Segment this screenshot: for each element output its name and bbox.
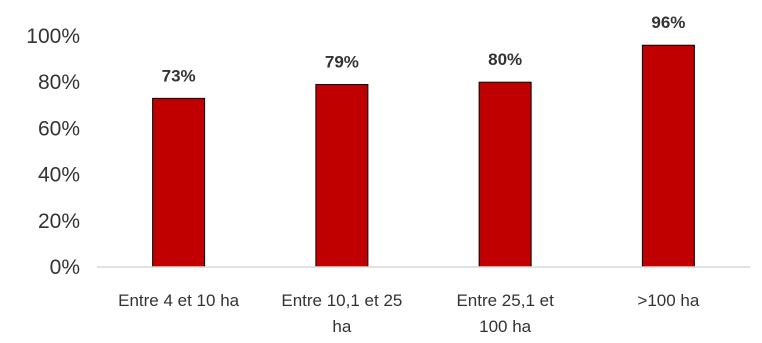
y-tick-label: 100% <box>26 25 80 48</box>
y-tick-label: 0% <box>50 256 80 279</box>
y-axis-tick-labels: 0% 20% 40% 60% 80% 100% <box>26 25 80 279</box>
data-label: 79% <box>325 53 359 72</box>
bar <box>478 81 532 268</box>
bar-series <box>152 44 695 268</box>
data-label: 80% <box>488 50 522 69</box>
y-tick-label: 20% <box>38 210 80 233</box>
y-tick-label: 40% <box>38 164 80 187</box>
data-label: 73% <box>162 66 196 85</box>
x-tick-label: ha <box>332 317 351 336</box>
x-tick-label: Entre 4 et 10 ha <box>118 291 240 310</box>
x-tick-label: >100 ha <box>637 291 699 310</box>
data-label: 96% <box>651 13 685 32</box>
x-tick-label: 100 ha <box>479 317 532 336</box>
bar <box>152 97 206 268</box>
x-tick-label: Entre 25,1 et <box>456 291 554 310</box>
data-labels: 73% 79% 80% 96% <box>162 13 686 85</box>
bar <box>315 84 369 268</box>
bar <box>641 44 695 268</box>
x-axis-tick-labels: Entre 4 et 10 ha Entre 10,1 et 25 ha Entre … <box>118 291 700 336</box>
y-tick-label: 60% <box>38 117 80 140</box>
y-tick-label: 80% <box>38 71 80 94</box>
x-tick-label: Entre 10,1 et 25 <box>281 291 402 310</box>
